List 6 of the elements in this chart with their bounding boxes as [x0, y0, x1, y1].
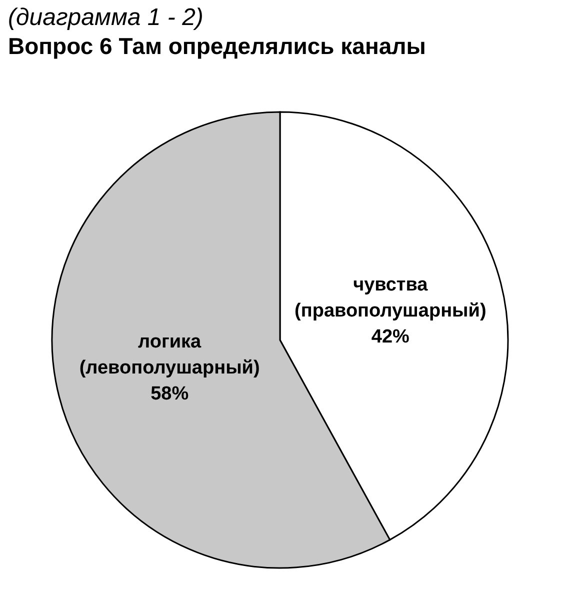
data-label: 58%	[150, 383, 189, 404]
slice-label: логика (левополушарный)	[79, 331, 260, 378]
slice-label: чувства (правополушарный)	[294, 274, 486, 322]
chart-subtitle: (диаграмма 1 - 2)	[8, 4, 204, 32]
chart-title: Вопрос 6 Там определялись каналы	[8, 32, 427, 60]
data-label: 42%	[371, 326, 410, 348]
